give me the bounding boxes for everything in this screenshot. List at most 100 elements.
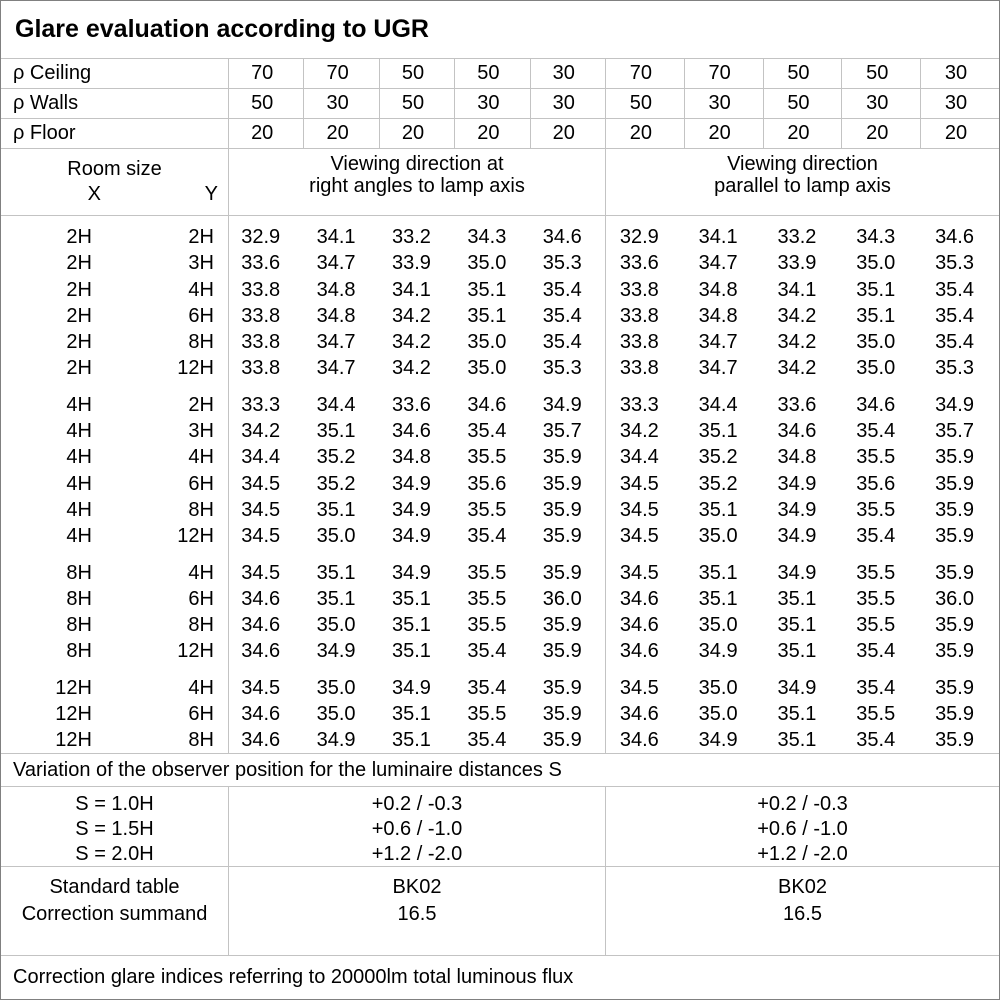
room-x-value: 4H [66, 498, 92, 521]
ugr-value: 34.5 [619, 498, 659, 521]
ugr-value: 33.6 [392, 393, 431, 416]
ugr-value: 34.6 [619, 614, 659, 637]
room-x-value: 8H [66, 561, 92, 584]
ugr-value: 35.7 [542, 420, 582, 443]
s-variation-value: +0.6 / -1.0 [757, 818, 848, 840]
ugr-value: 35.4 [856, 640, 896, 663]
ugr-value: 36.0 [542, 587, 582, 610]
group-header-parallel: Viewing direction parallel to lamp axis [605, 149, 999, 215]
ugr-value: 35.4 [467, 729, 507, 752]
ugr-value: 35.1 [467, 304, 507, 327]
reflectance-value: 70 [228, 59, 303, 88]
ugr-value: 34.6 [619, 587, 659, 610]
ugr-value: 35.1 [392, 587, 431, 610]
ugr-value: 35.1 [777, 587, 817, 610]
ugr-value: 34.9 [316, 729, 356, 752]
ugr-value: 35.5 [856, 614, 896, 637]
reflectance-value: 20 [529, 119, 605, 148]
reflectance-value: 70 [303, 59, 378, 88]
room-x-value: 4H [66, 472, 92, 495]
room-size-title: Room size [67, 158, 162, 180]
standard-table-value: BK02 [778, 876, 827, 898]
reflectance-value: 30 [529, 89, 605, 118]
room-x-value: 12H [55, 703, 92, 726]
s-variation-value: +0.2 / -0.3 [757, 793, 848, 815]
room-x-value: 4H [66, 420, 92, 443]
ugr-value: 35.4 [467, 525, 507, 548]
ugr-value: 35.0 [316, 676, 356, 699]
ugr-value: 34.4 [619, 446, 659, 469]
ugr-value: 35.0 [467, 357, 507, 380]
room-x-value: 4H [66, 393, 92, 416]
ugr-value: 35.0 [698, 614, 738, 637]
room-y-value: 12H [177, 525, 214, 548]
ugr-value: 34.6 [935, 226, 974, 248]
reflectance-value: 20 [762, 119, 842, 148]
ugr-value: 34.2 [619, 420, 659, 443]
reflectance-value: 20 [378, 119, 454, 148]
ugr-value: 34.1 [316, 226, 356, 248]
ugr-value: 34.6 [241, 729, 281, 752]
ugr-value: 35.0 [467, 331, 507, 354]
ugr-value: 35.5 [856, 446, 896, 469]
ugr-value: 34.9 [777, 498, 817, 521]
ugr-value: 35.4 [542, 304, 582, 327]
room-y-value: 4H [188, 446, 214, 469]
ugr-value: 34.1 [698, 226, 738, 248]
ugr-value: 35.1 [698, 498, 738, 521]
column-header-row: Room size X Y Viewing direction at right… [1, 149, 999, 216]
ugr-value: 34.8 [392, 446, 431, 469]
ugr-table-row: 12H 6H 34.6 35.0 35.1 35.5 35.9 [1, 701, 999, 727]
reflectance-value: 50 [762, 89, 842, 118]
ugr-value: 35.2 [698, 446, 738, 469]
ugr-value: 35.3 [542, 357, 582, 380]
room-size-block: 8H 4H 34.5 35.1 34.9 35.5 35.9 [1, 560, 999, 665]
reflectance-value: 20 [920, 119, 999, 148]
ugr-value: 33.8 [619, 304, 659, 327]
room-x-value: 8H [66, 640, 92, 663]
ugr-value: 34.5 [619, 472, 659, 495]
room-x-value: 12H [55, 729, 92, 752]
ugr-table-row: 12H 4H 34.5 35.0 34.9 35.4 35.9 [1, 675, 999, 701]
ugr-value: 35.9 [935, 472, 974, 495]
ugr-value: 35.9 [935, 561, 974, 584]
reflectance-value: 20 [228, 119, 303, 148]
ugr-value: 35.3 [935, 357, 974, 380]
ugr-value: 35.5 [467, 498, 507, 521]
ugr-value: 35.9 [542, 472, 582, 495]
reflectance-value: 50 [762, 59, 842, 88]
ugr-value: 34.6 [241, 703, 281, 726]
ugr-value: 35.3 [542, 252, 582, 275]
ugr-value: 34.7 [698, 357, 738, 380]
ugr-value: 35.5 [856, 561, 896, 584]
ugr-value: 34.5 [241, 676, 281, 699]
group-header-right-angles: Viewing direction at right angles to lam… [228, 149, 605, 215]
room-size-block: 12H 4H 34.5 35.0 34.9 35.4 35.9 [1, 675, 999, 754]
ugr-value: 34.6 [619, 703, 659, 726]
ugr-value: 34.5 [241, 472, 281, 495]
footer-note: Correction glare indices referring to 20… [13, 966, 574, 988]
ugr-value: 34.6 [241, 640, 281, 663]
ugr-value: 35.1 [392, 614, 431, 637]
ugr-value: 34.6 [619, 640, 659, 663]
standard-table-label: Correction summand [21, 903, 208, 925]
standard-values-parallel: BK02 16.5 [605, 867, 999, 955]
room-y-value: 4H [188, 561, 214, 584]
s-variation-values-parallel: +0.2 / -0.3 +0.6 / -1.0 +1.2 / -2.0 [605, 787, 999, 867]
room-y-value: 6H [188, 304, 214, 327]
ugr-value: 35.4 [935, 278, 974, 301]
ugr-value: 34.6 [241, 614, 281, 637]
standard-table-block: Standard table Correction summand BK02 1… [1, 867, 999, 956]
ugr-value: 35.9 [935, 703, 974, 726]
ugr-value: 34.9 [392, 498, 431, 521]
column-divider [605, 216, 606, 753]
standard-values-right-angles: BK02 16.5 [228, 867, 605, 955]
reflectance-label: ρ Floor [13, 122, 76, 144]
ugr-value: 35.9 [935, 446, 974, 469]
ugr-value: 34.9 [392, 561, 431, 584]
reflectance-value: 50 [378, 89, 454, 118]
ugr-value: 35.1 [856, 278, 896, 301]
room-y-value: 12H [177, 357, 214, 380]
reflectance-label: ρ Ceiling [13, 62, 92, 84]
ugr-table-row: 4H 3H 34.2 35.1 34.6 35.4 35.7 [1, 418, 999, 444]
